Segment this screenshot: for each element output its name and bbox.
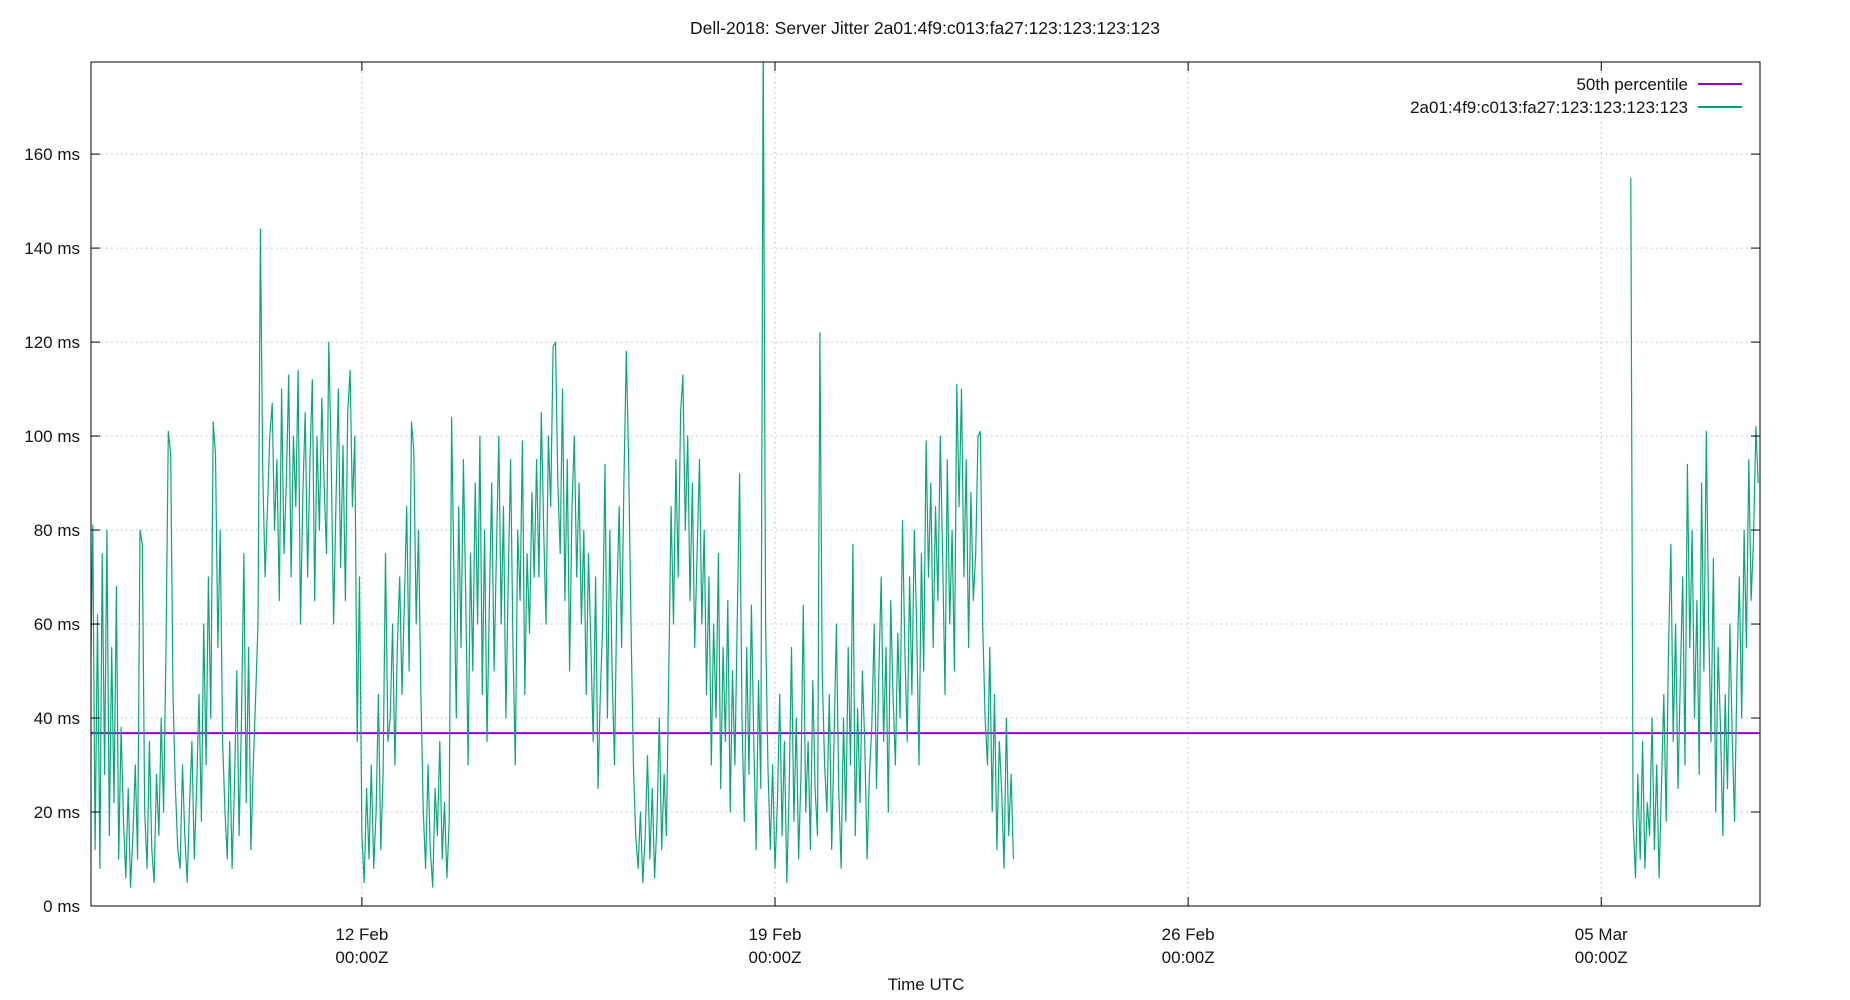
series-jitter-line — [91, 62, 1759, 888]
y-tick-label: 100 ms — [24, 427, 80, 446]
y-tick-label: 160 ms — [24, 145, 80, 164]
plot-border — [90, 61, 1761, 907]
grid — [91, 62, 1760, 906]
x-tick-label-date: 05 Mar — [1575, 925, 1628, 944]
x-axis-label: Time UTC — [888, 975, 965, 994]
x-tick-label-time: 00:00Z — [1575, 948, 1628, 967]
y-tick-label: 20 ms — [34, 803, 80, 822]
x-tick-label-time: 00:00Z — [749, 948, 802, 967]
series-layer — [91, 62, 1760, 888]
y-tick-label: 0 ms — [43, 897, 80, 916]
x-tick-label-time: 00:00Z — [335, 948, 388, 967]
legend-label-50th-percentile: 50th percentile — [1576, 75, 1688, 94]
x-tick-label-date: 19 Feb — [749, 925, 802, 944]
y-tick-label: 60 ms — [34, 615, 80, 634]
y-tick-label: 40 ms — [34, 709, 80, 728]
x-tick-label-time: 00:00Z — [1162, 948, 1215, 967]
y-tick-label: 80 ms — [34, 521, 80, 540]
x-tick-label-date: 26 Feb — [1162, 925, 1215, 944]
axis-tick-labels: 0 ms 20 ms 40 ms 60 ms 80 ms 100 ms 120 ms 140 … — [24, 145, 1628, 967]
chart-title: Dell-2018: Server Jitter 2a01:4f9:c013:f… — [690, 18, 1160, 38]
x-tick-label-date: 12 Feb — [335, 925, 388, 944]
legend-label-jitter-series: 2a01:4f9:c013:fa27:123:123:123:123 — [1410, 98, 1688, 117]
legend: 50th percentile 2a01:4f9:c013:fa27:123:1… — [1410, 75, 1742, 117]
axis-ticks — [91, 62, 1760, 907]
y-tick-label: 140 ms — [24, 239, 80, 258]
y-tick-label: 120 ms — [24, 333, 80, 352]
